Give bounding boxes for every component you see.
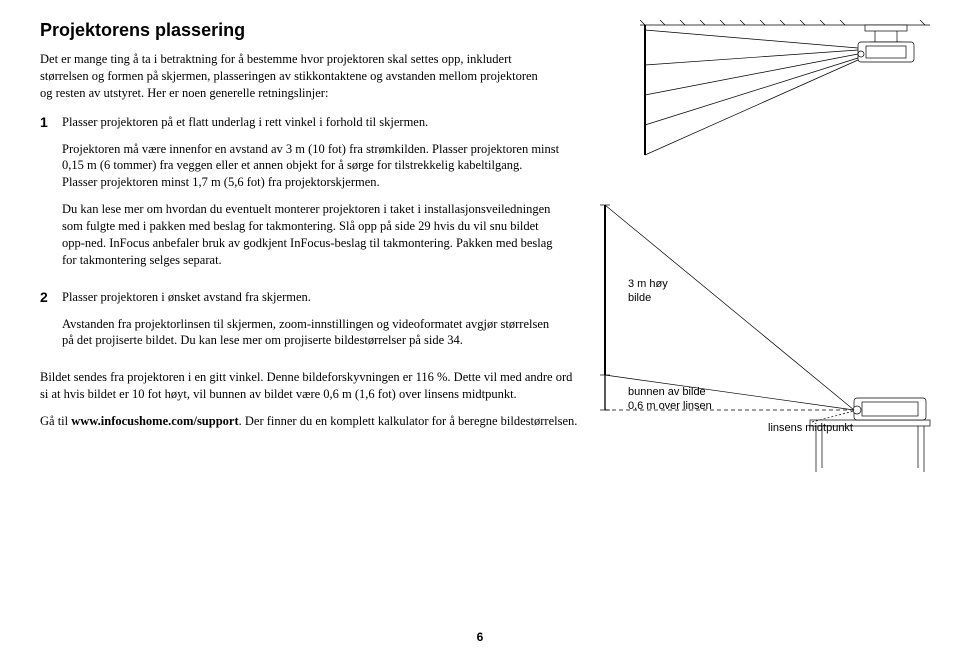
item2-para1: Plasser projektoren i ønsket avstand fra… — [62, 289, 560, 306]
ceiling-projector-diagram — [640, 20, 930, 160]
intro-paragraph: Det er mange ting å ta i betraktning for… — [40, 51, 540, 102]
table-projector-diagram: 3 m høy bilde bunnen av bilde 0,6 m over… — [600, 200, 940, 480]
label-3m-hoy-line1: 3 m høy — [628, 278, 668, 290]
list-body-1: Plasser projektoren på et flatt underlag… — [62, 114, 560, 279]
label-bunnen-line1: bunnen av bilde — [628, 386, 706, 398]
list-number-2: 2 — [40, 289, 62, 360]
item1-para2: Projektoren må være innenfor en avstand … — [62, 141, 560, 192]
ceiling-diagram-svg — [640, 20, 930, 160]
label-3m-hoy-line2: bilde — [628, 292, 651, 304]
list-item-1: 1 Plasser projektoren på et flatt underl… — [40, 114, 560, 279]
list-body-2: Plasser projektoren i ønsket avstand fra… — [62, 289, 560, 360]
label-bunnen-line2: 0,6 m over linsen — [628, 400, 712, 412]
document-page: Projektorens plassering Det er mange tin… — [0, 0, 960, 654]
label-bunnen-06m: bunnen av bilde 0,6 m over linsen — [628, 386, 712, 414]
table-diagram-svg — [600, 200, 940, 480]
item2-para2: Avstanden fra projektorlinsen til skjerm… — [62, 316, 560, 350]
support-paragraph: Gå til www.infocushome.com/support. Der … — [40, 413, 580, 430]
list-item-2: 2 Plasser projektoren i ønsket avstand f… — [40, 289, 560, 360]
support-post: . Der finner du en komplett kalkulator f… — [239, 414, 578, 428]
item1-para3: Du kan lese mer om hvordan du eventuelt … — [62, 201, 560, 269]
support-url: www.infocushome.com/support — [71, 414, 238, 428]
page-number: 6 — [477, 630, 484, 644]
label-linsens-midtpunkt: linsens midtpunkt — [768, 422, 853, 436]
item1-para1: Plasser projektoren på et flatt underlag… — [62, 114, 560, 131]
label-3m-hoy-bilde: 3 m høy bilde — [628, 278, 668, 306]
offset-paragraph: Bildet sendes fra projektoren i en gitt … — [40, 369, 580, 403]
list-number-1: 1 — [40, 114, 62, 279]
support-pre: Gå til — [40, 414, 71, 428]
